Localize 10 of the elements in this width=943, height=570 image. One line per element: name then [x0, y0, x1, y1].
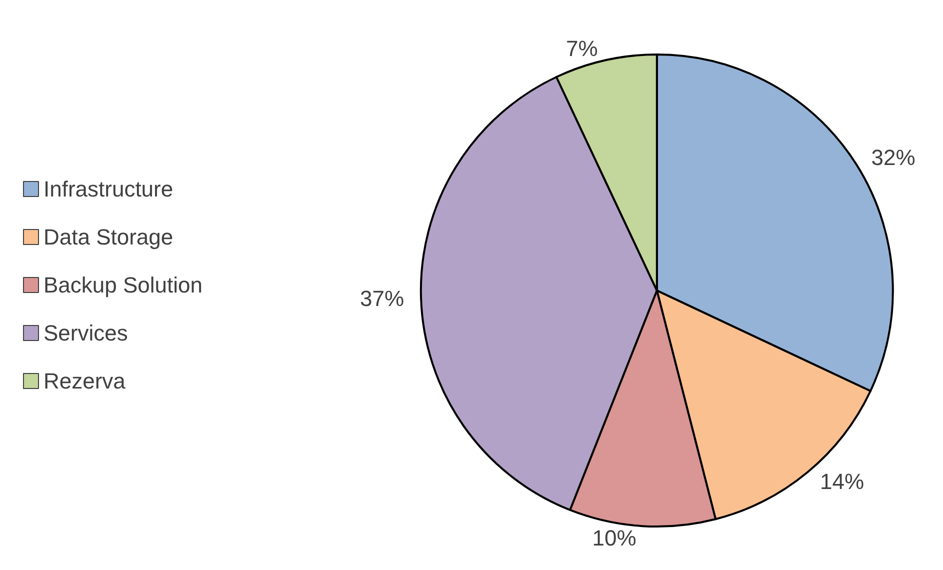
data-label: 10%	[592, 526, 636, 551]
data-label: 37%	[360, 286, 404, 311]
data-label: 32%	[871, 145, 916, 170]
data-label: 14%	[820, 469, 864, 494]
legend-label: Backup Solution	[44, 272, 202, 298]
legend-label: Services	[44, 320, 128, 346]
legend-label: Data Storage	[44, 224, 174, 250]
legend-label: Infrastructure	[44, 176, 174, 202]
data-label: 7%	[566, 36, 598, 62]
legend-label: Rezerva	[44, 368, 126, 394]
